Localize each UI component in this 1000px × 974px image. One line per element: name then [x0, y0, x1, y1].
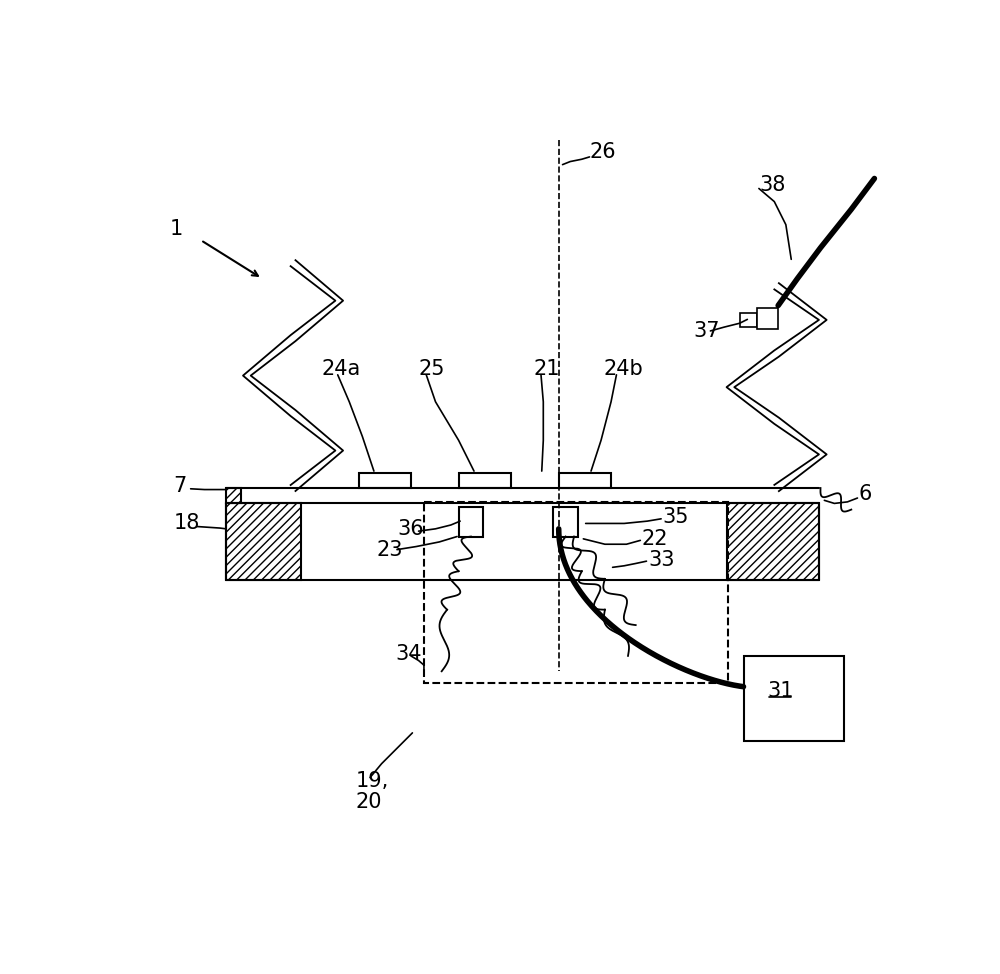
- Bar: [744, 656, 844, 740]
- Bar: [226, 488, 241, 504]
- Bar: [226, 504, 301, 581]
- Bar: [553, 507, 578, 537]
- Text: 18: 18: [174, 513, 200, 534]
- Text: 26: 26: [590, 141, 616, 162]
- Text: 25: 25: [419, 359, 445, 380]
- Text: 35: 35: [663, 507, 689, 527]
- Bar: [559, 472, 611, 488]
- Text: 36: 36: [397, 519, 424, 539]
- Bar: [740, 314, 757, 327]
- Bar: [424, 502, 728, 683]
- Bar: [358, 472, 411, 488]
- Text: 24b: 24b: [603, 359, 643, 380]
- Text: 23: 23: [376, 540, 403, 560]
- Text: 24a: 24a: [322, 359, 361, 380]
- Text: 38: 38: [759, 174, 785, 195]
- Text: 22: 22: [642, 529, 668, 548]
- Text: 1: 1: [170, 218, 183, 239]
- Text: 20: 20: [355, 792, 382, 812]
- Text: 21: 21: [533, 359, 560, 380]
- Bar: [757, 308, 778, 329]
- Text: 34: 34: [395, 645, 422, 664]
- Bar: [459, 472, 511, 488]
- Text: 19,: 19,: [355, 770, 389, 791]
- Text: 6: 6: [859, 484, 872, 505]
- Bar: [459, 507, 483, 537]
- Text: 31: 31: [767, 681, 794, 700]
- Bar: [727, 504, 819, 581]
- Text: 37: 37: [693, 321, 720, 341]
- Text: 33: 33: [648, 549, 675, 570]
- Text: 7: 7: [174, 476, 187, 497]
